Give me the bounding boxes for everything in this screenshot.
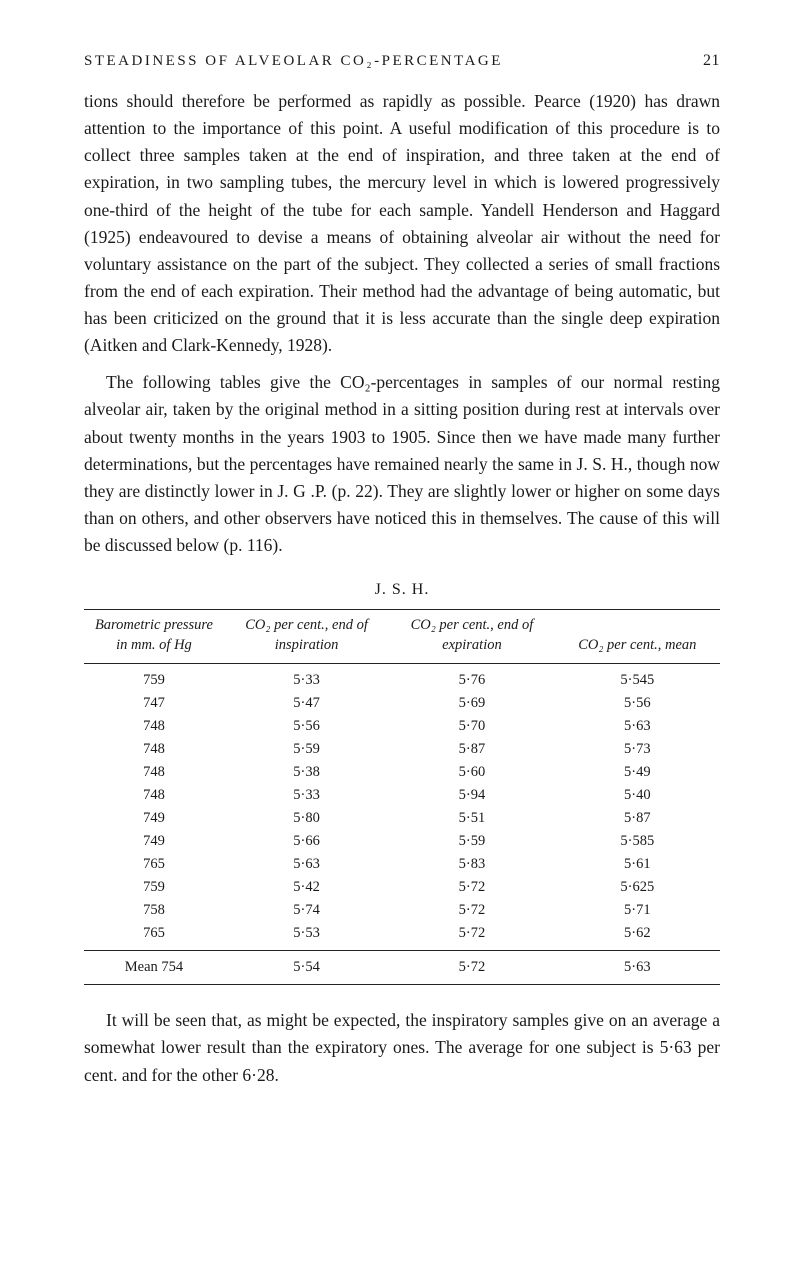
cell-baro: 765: [84, 922, 224, 951]
table-row: 748 5·59 5·87 5·73: [84, 738, 720, 761]
table-row: 749 5·66 5·59 5·585: [84, 830, 720, 853]
cell-baro: 758: [84, 899, 224, 922]
table-row: 748 5·38 5·60 5·49: [84, 761, 720, 784]
table-row: 748 5·56 5·70 5·63: [84, 715, 720, 738]
header-mean: CO₂ per cent., mean: [555, 610, 720, 664]
cell-insp: 5·63: [224, 853, 389, 876]
cell-exp: 5·83: [389, 853, 554, 876]
table-row: 747 5·47 5·69 5·56: [84, 692, 720, 715]
cell-mean: 5·40: [555, 784, 720, 807]
cell-baro: 749: [84, 807, 224, 830]
footer-label: Mean 754: [84, 951, 224, 985]
cell-exp: 5·76: [389, 664, 554, 693]
cell-baro: 759: [84, 876, 224, 899]
cell-baro: 759: [84, 664, 224, 693]
header-inspiration: CO₂ per cent., end of inspiration: [224, 610, 389, 664]
cell-baro: 747: [84, 692, 224, 715]
cell-insp: 5·74: [224, 899, 389, 922]
cell-exp: 5·72: [389, 922, 554, 951]
cell-exp: 5·87: [389, 738, 554, 761]
cell-insp: 5·66: [224, 830, 389, 853]
table-body: 759 5·33 5·76 5·545 747 5·47 5·69 5·56 7…: [84, 664, 720, 951]
cell-baro: 748: [84, 738, 224, 761]
cell-mean: 5·49: [555, 761, 720, 784]
cell-insp: 5·53: [224, 922, 389, 951]
table-row: 759 5·42 5·72 5·625: [84, 876, 720, 899]
cell-exp: 5·59: [389, 830, 554, 853]
cell-mean: 5·625: [555, 876, 720, 899]
cell-insp: 5·33: [224, 664, 389, 693]
table-row: 758 5·74 5·72 5·71: [84, 899, 720, 922]
cell-exp: 5·60: [389, 761, 554, 784]
table-header-row: Barometric pressure in mm. of Hg CO₂ per…: [84, 610, 720, 664]
table-row: 765 5·53 5·72 5·62: [84, 922, 720, 951]
footer-exp: 5·72: [389, 951, 554, 985]
running-title: STEADINESS OF ALVEOLAR CO₂-PERCENTAGE: [84, 53, 503, 70]
cell-baro: 748: [84, 761, 224, 784]
cell-mean: 5·87: [555, 807, 720, 830]
cell-mean: 5·61: [555, 853, 720, 876]
table-footer-row: Mean 754 5·54 5·72 5·63: [84, 951, 720, 985]
cell-insp: 5·80: [224, 807, 389, 830]
cell-exp: 5·69: [389, 692, 554, 715]
cell-mean: 5·73: [555, 738, 720, 761]
page-number: 21: [703, 52, 720, 70]
running-head: STEADINESS OF ALVEOLAR CO₂-PERCENTAGE 21: [84, 52, 720, 70]
cell-insp: 5·59: [224, 738, 389, 761]
cell-mean: 5·62: [555, 922, 720, 951]
table-row: 765 5·63 5·83 5·61: [84, 853, 720, 876]
table-head: Barometric pressure in mm. of Hg CO₂ per…: [84, 610, 720, 664]
cell-insp: 5·47: [224, 692, 389, 715]
cell-mean: 5·63: [555, 715, 720, 738]
page-container: STEADINESS OF ALVEOLAR CO₂-PERCENTAGE 21…: [0, 0, 800, 1159]
table-row: 749 5·80 5·51 5·87: [84, 807, 720, 830]
table-row: 759 5·33 5·76 5·545: [84, 664, 720, 693]
cell-exp: 5·72: [389, 876, 554, 899]
cell-baro: 748: [84, 715, 224, 738]
paragraph-3: It will be seen that, as might be expect…: [84, 1007, 720, 1088]
paragraph-1: tions should therefore be performed as r…: [84, 88, 720, 359]
cell-mean: 5·545: [555, 664, 720, 693]
paragraph-2: The following tables give the CO₂-percen…: [84, 369, 720, 559]
cell-baro: 765: [84, 853, 224, 876]
table-caption: J. S. H.: [84, 581, 720, 599]
cell-insp: 5·42: [224, 876, 389, 899]
header-expiration: CO₂ per cent., end of expiration: [389, 610, 554, 664]
table-row: 748 5·33 5·94 5·40: [84, 784, 720, 807]
cell-insp: 5·38: [224, 761, 389, 784]
cell-insp: 5·56: [224, 715, 389, 738]
cell-insp: 5·33: [224, 784, 389, 807]
table-foot: Mean 754 5·54 5·72 5·63: [84, 951, 720, 985]
header-barometric: Barometric pressure in mm. of Hg: [84, 610, 224, 664]
cell-exp: 5·94: [389, 784, 554, 807]
data-table: Barometric pressure in mm. of Hg CO₂ per…: [84, 609, 720, 985]
cell-exp: 5·72: [389, 899, 554, 922]
cell-mean: 5·585: [555, 830, 720, 853]
cell-exp: 5·70: [389, 715, 554, 738]
cell-mean: 5·71: [555, 899, 720, 922]
footer-mean: 5·63: [555, 951, 720, 985]
cell-baro: 748: [84, 784, 224, 807]
cell-mean: 5·56: [555, 692, 720, 715]
cell-exp: 5·51: [389, 807, 554, 830]
cell-baro: 749: [84, 830, 224, 853]
footer-insp: 5·54: [224, 951, 389, 985]
